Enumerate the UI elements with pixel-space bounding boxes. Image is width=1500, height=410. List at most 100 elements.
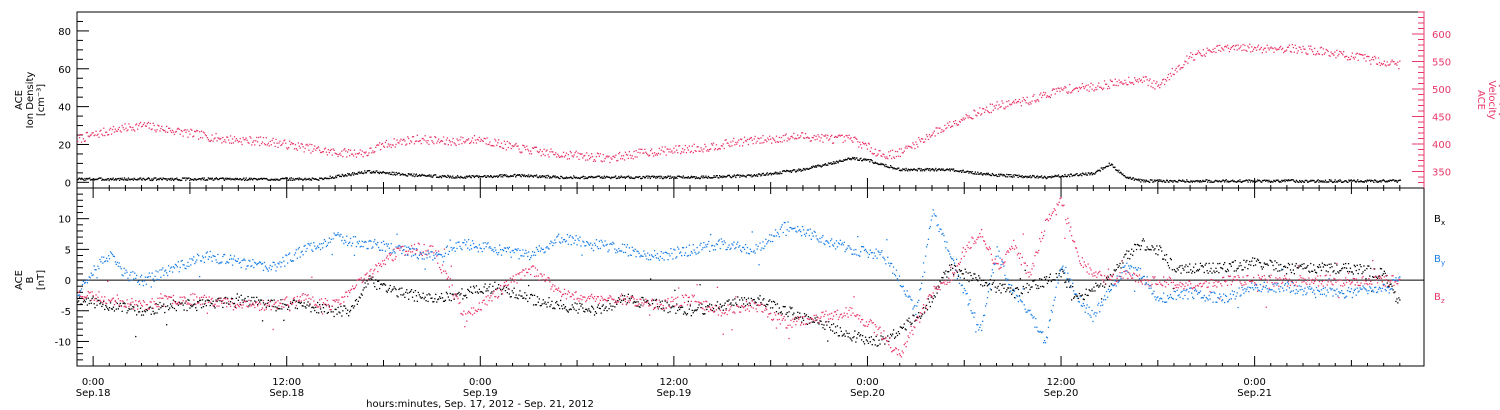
density-point	[1098, 170, 1100, 172]
density-point	[293, 179, 295, 181]
density-point	[882, 163, 884, 165]
velocity-point	[212, 140, 214, 142]
bx-point	[640, 304, 642, 306]
velocity-point	[320, 151, 323, 154]
density-point	[1053, 175, 1056, 178]
bx-point	[200, 307, 203, 309]
density-point	[1115, 169, 1118, 171]
density-point	[186, 178, 188, 180]
bx-point	[381, 284, 384, 286]
density-point	[342, 174, 344, 176]
velocity-point	[181, 130, 183, 133]
density-point	[695, 176, 697, 178]
velocity-point	[150, 128, 152, 131]
velocity-point	[907, 145, 909, 147]
bx-point	[397, 296, 399, 298]
bx-point	[78, 296, 81, 298]
bz-point	[203, 294, 206, 297]
density-point	[219, 178, 221, 180]
velocity-point	[1282, 47, 1284, 49]
velocity-point	[391, 144, 393, 146]
velocity-point	[102, 134, 104, 137]
velocity-point	[1347, 56, 1350, 59]
density-point	[715, 176, 717, 178]
velocity-point	[247, 141, 249, 144]
density-point	[709, 176, 711, 179]
velocity-point	[779, 141, 781, 143]
density-point	[1278, 181, 1281, 183]
velocity-point	[1013, 102, 1016, 104]
density-point	[621, 176, 623, 178]
density-point	[1236, 181, 1238, 183]
density-point	[991, 172, 993, 175]
density-point	[1129, 176, 1131, 178]
velocity-point	[1364, 54, 1366, 56]
density-point	[135, 179, 138, 181]
density-point	[550, 177, 552, 179]
bz-point	[243, 300, 245, 302]
velocity-point	[131, 129, 133, 131]
velocity-point	[570, 152, 572, 154]
density-point	[433, 174, 435, 176]
bx-point	[1374, 268, 1376, 270]
density-point	[1208, 179, 1210, 182]
bx-point	[592, 308, 595, 310]
bx-point	[957, 275, 960, 277]
density-point	[956, 170, 958, 172]
velocity-point	[1043, 94, 1046, 96]
velocity-point	[994, 107, 996, 109]
density-point	[704, 176, 706, 179]
bx-point	[1290, 271, 1293, 274]
bx-point	[810, 318, 812, 320]
bx-point	[145, 308, 147, 311]
bx-point	[312, 306, 314, 308]
density-point	[542, 176, 544, 178]
density-point	[558, 177, 560, 180]
density-point	[757, 175, 759, 177]
bx-point	[144, 311, 147, 313]
density-point	[1106, 165, 1108, 168]
velocity-point	[853, 136, 855, 139]
bz-point	[235, 307, 237, 309]
velocity-point	[964, 117, 966, 119]
bz-point	[112, 297, 115, 299]
velocity-point	[1057, 87, 1059, 89]
bx-point	[1333, 270, 1335, 272]
density-point	[144, 179, 147, 181]
bz-point	[97, 296, 99, 298]
bx-point	[1304, 267, 1306, 269]
density-point	[493, 175, 495, 177]
density-point	[1174, 180, 1177, 182]
bx-point	[674, 289, 676, 291]
density-point	[1274, 180, 1277, 183]
velocity-point	[644, 148, 646, 150]
velocity-point	[864, 142, 867, 144]
velocity-point	[952, 125, 954, 127]
density-point	[1361, 181, 1364, 183]
bz-point	[98, 291, 100, 293]
velocity-axis-label: ACE	[1475, 90, 1486, 110]
bx-point	[362, 289, 364, 291]
velocity-point	[789, 138, 791, 140]
velocity-point	[128, 123, 130, 125]
bx-point	[534, 304, 537, 306]
density-point	[269, 179, 272, 181]
bx-point	[615, 301, 617, 303]
velocity-point	[379, 142, 381, 144]
bx-point	[1241, 269, 1243, 271]
velocity-point	[868, 143, 870, 145]
bx-point	[240, 294, 242, 296]
velocity-point	[176, 128, 178, 130]
velocity-point	[399, 140, 401, 142]
density-point	[962, 169, 964, 171]
velocity-point	[981, 113, 983, 115]
density-point	[334, 177, 336, 179]
velocity-point	[1089, 86, 1091, 88]
velocity-point	[243, 139, 245, 141]
density-point	[1089, 174, 1091, 176]
bx-point	[383, 283, 386, 285]
velocity-point	[1332, 53, 1334, 55]
density-point	[77, 178, 80, 180]
bx-point	[825, 321, 827, 323]
velocity-point	[957, 124, 960, 126]
